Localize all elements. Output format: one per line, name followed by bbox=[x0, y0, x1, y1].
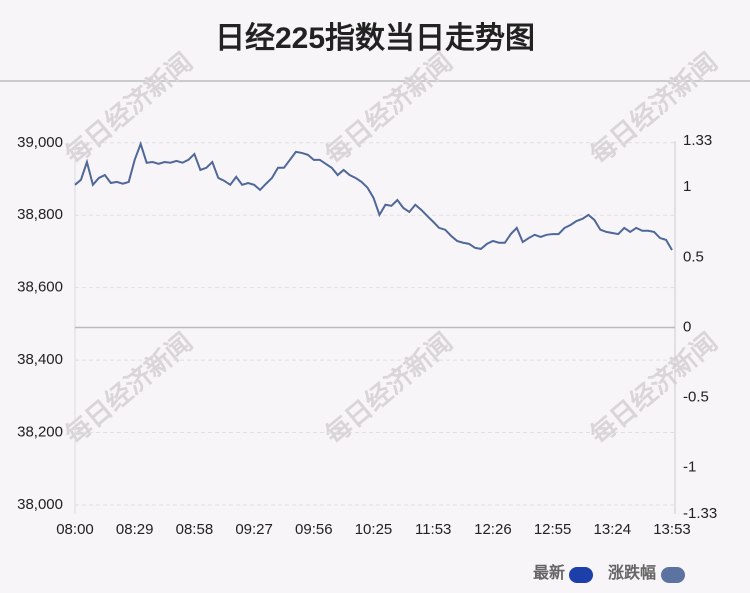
legend-swatch bbox=[569, 567, 593, 583]
legend-label: 涨跌幅 bbox=[608, 563, 656, 582]
x-tick-label: 11:53 bbox=[415, 521, 451, 538]
x-tick-label: 09:56 bbox=[295, 521, 333, 538]
x-tick-label: 08:00 bbox=[56, 521, 94, 538]
legend-label: 最新 bbox=[533, 563, 565, 582]
chart-title: 日经225指数当日走势图 bbox=[215, 21, 535, 55]
x-tick-label: 08:29 bbox=[116, 521, 154, 538]
x-tick-label: 12:26 bbox=[474, 521, 512, 538]
watermark: 每日经济新闻 bbox=[59, 47, 198, 170]
y2-tick-label: 0 bbox=[683, 318, 691, 335]
y2-tick-label: 0.5 bbox=[683, 248, 704, 265]
y2-tick-label: -1.33 bbox=[683, 505, 717, 522]
y-tick-label: 38,000 bbox=[17, 496, 63, 513]
x-tick-label: 13:24 bbox=[594, 521, 632, 538]
watermark: 每日经济新闻 bbox=[319, 47, 458, 170]
y-tick-label: 38,600 bbox=[17, 279, 63, 296]
x-tick-label: 12:55 bbox=[534, 521, 572, 538]
x-tick-label: 10:25 bbox=[355, 521, 393, 538]
y2-tick-label: 1.33 bbox=[683, 132, 712, 149]
x-tick-label: 08:58 bbox=[176, 521, 214, 538]
price-line bbox=[74, 140, 673, 251]
y2-tick-label: -1 bbox=[683, 459, 696, 476]
y2-tick-label: 1 bbox=[683, 178, 691, 195]
y-tick-label: 38,200 bbox=[17, 423, 63, 440]
legend-swatch bbox=[661, 567, 685, 583]
y-tick-label: 38,400 bbox=[17, 351, 63, 368]
y-tick-label: 38,800 bbox=[17, 206, 63, 223]
watermark: 每日经济新闻 bbox=[319, 327, 458, 450]
watermark: 每日经济新闻 bbox=[584, 47, 723, 170]
watermark: 每日经济新闻 bbox=[59, 327, 198, 450]
y2-tick-label: -0.5 bbox=[683, 389, 709, 406]
x-tick-label: 13:53 bbox=[653, 521, 691, 538]
y-tick-label: 39,000 bbox=[17, 134, 63, 151]
x-tick-label: 09:27 bbox=[235, 521, 273, 538]
